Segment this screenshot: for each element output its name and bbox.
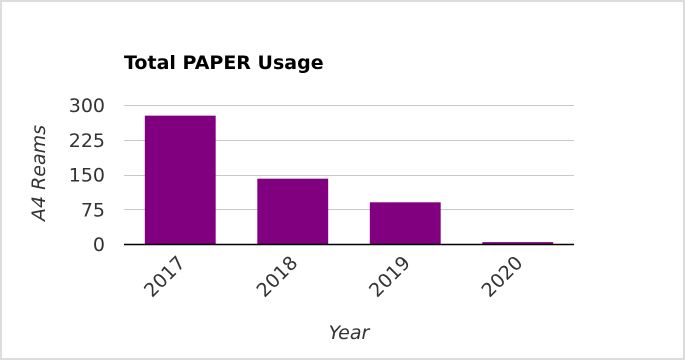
y-axis-label: A4 Reams: [28, 125, 50, 223]
bars: [144, 115, 554, 244]
y-tick-label-0: 0: [93, 234, 105, 256]
x-tick-labels: 2017 2018 2019 2020: [140, 252, 527, 302]
y-tick-labels: 0 75 150 225 300: [69, 95, 105, 256]
y-tick-label-225: 225: [69, 130, 105, 152]
bar-2018: [257, 178, 329, 244]
x-tick-label-2017: 2017: [140, 252, 190, 302]
bar-2020: [482, 242, 554, 244]
x-tick-label-2018: 2018: [253, 252, 303, 302]
bar-2017: [144, 115, 216, 244]
y-tick-label-75: 75: [81, 199, 105, 221]
x-axis-label: Year: [329, 322, 371, 344]
x-tick-label-2020: 2020: [478, 252, 528, 302]
y-tick-label-300: 300: [69, 95, 105, 117]
chart-title: Total PAPER Usage: [124, 52, 324, 74]
y-tick-label-150: 150: [69, 165, 105, 187]
x-tick-label-2019: 2019: [365, 252, 415, 302]
bar-2019: [369, 202, 441, 244]
